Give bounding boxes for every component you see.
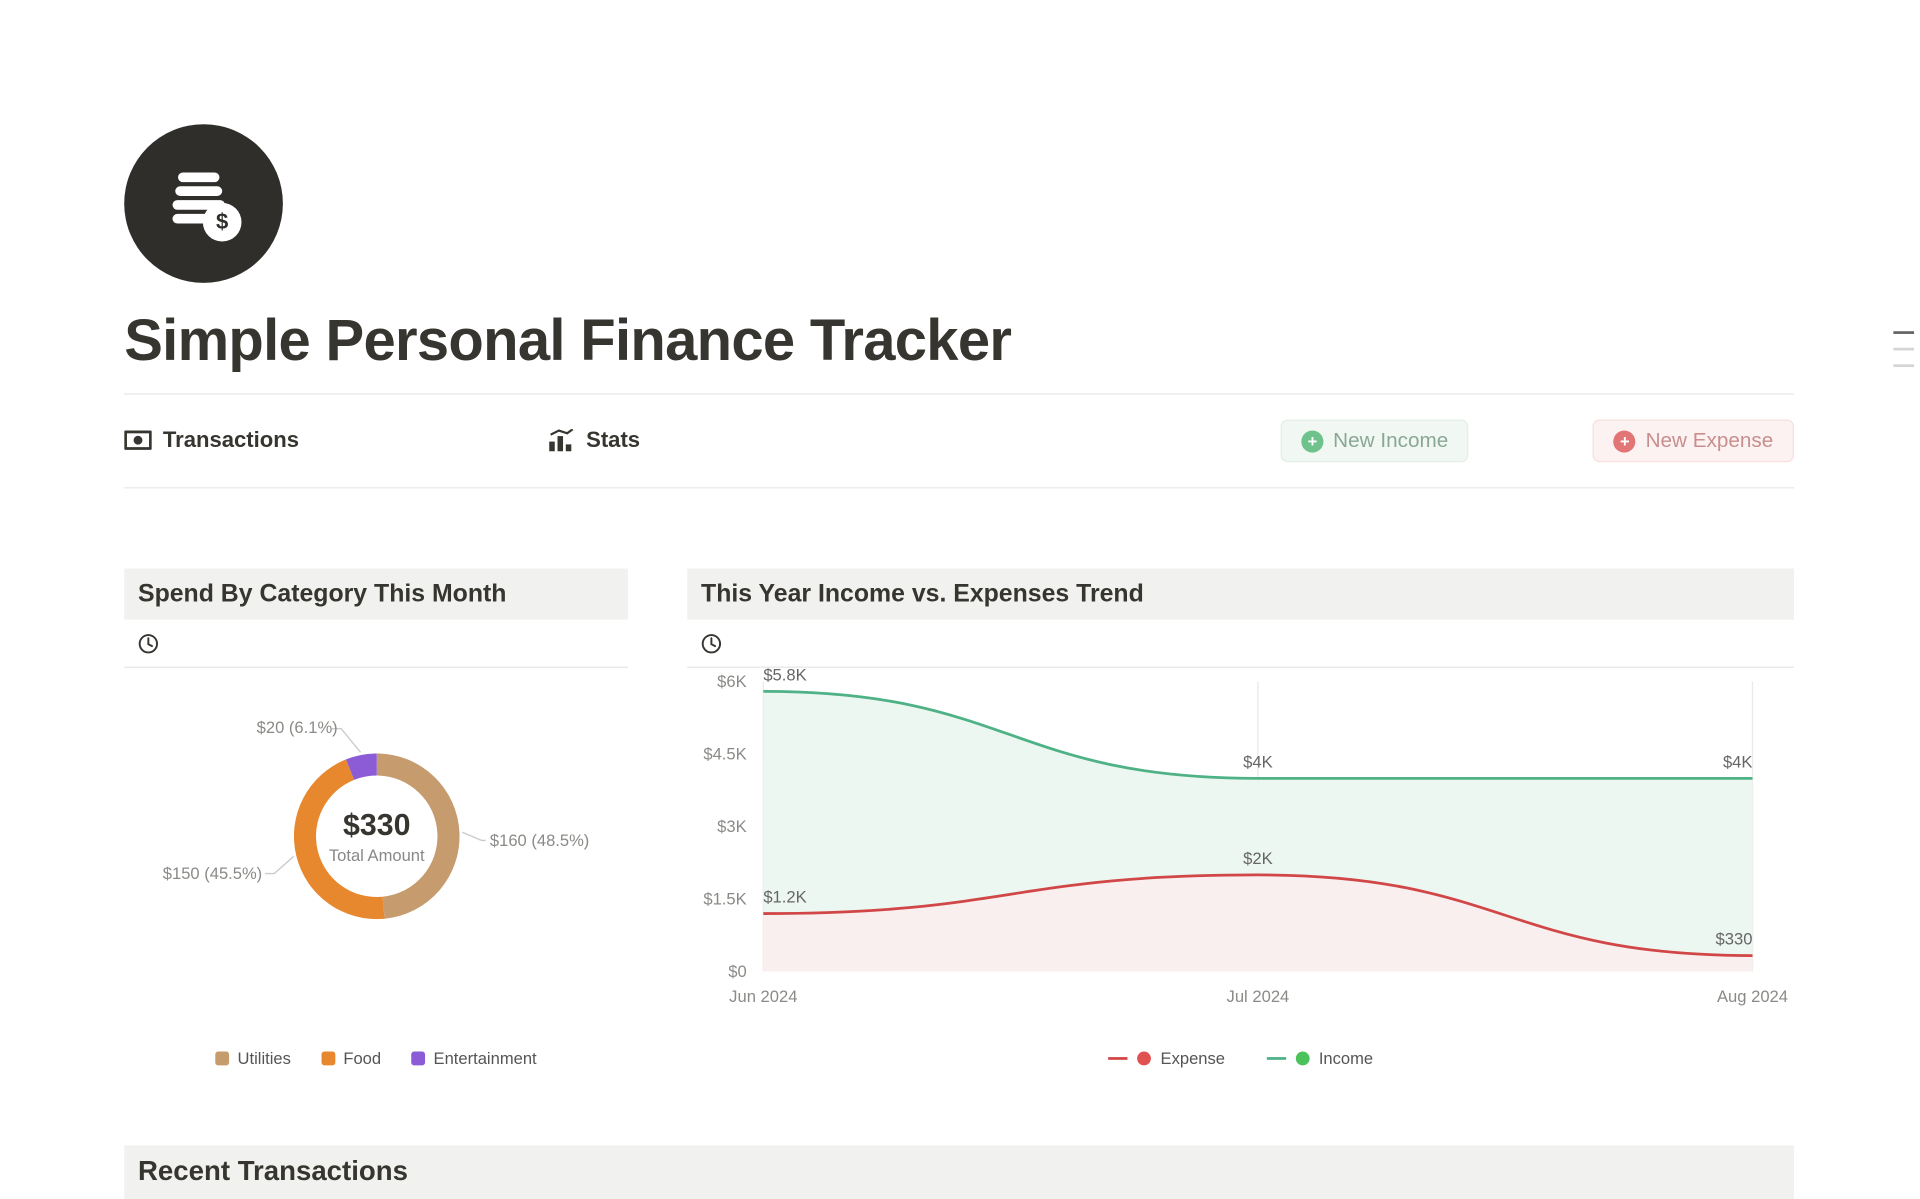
money-icon bbox=[124, 430, 152, 452]
svg-text:$: $ bbox=[215, 208, 227, 233]
svg-text:$0: $0 bbox=[728, 962, 746, 981]
divider bbox=[124, 487, 1794, 488]
donut-total-label: Total Amount bbox=[329, 846, 425, 865]
legend-item: Food bbox=[321, 1049, 381, 1068]
recent-transactions-header: Recent Transactions bbox=[124, 1145, 1794, 1199]
trend-card: This Year Income vs. Expenses Trend $0 $1… bbox=[687, 569, 1794, 1077]
svg-text:$4K: $4K bbox=[1243, 752, 1273, 771]
new-expense-label: New Expense bbox=[1646, 429, 1774, 452]
slice-label-utilities: $160 (48.5%) bbox=[490, 831, 589, 850]
nav-transactions-label: Transactions bbox=[163, 428, 299, 453]
svg-text:$1.2K: $1.2K bbox=[763, 888, 806, 907]
plus-icon: + bbox=[1614, 430, 1636, 452]
svg-text:Aug 2024: Aug 2024 bbox=[1717, 987, 1788, 1006]
plus-icon: + bbox=[1301, 430, 1323, 452]
trend-line-chart: $0 $1.5K $3K $4.5K $6K Jun 2024 Jul 2024 Aug 20… bbox=[687, 668, 1794, 1013]
clock-icon bbox=[138, 633, 159, 654]
nav-transactions[interactable]: Transactions bbox=[124, 428, 299, 453]
slice-label-food: $150 (45.5%) bbox=[163, 864, 262, 883]
svg-text:$4.5K: $4.5K bbox=[703, 745, 746, 764]
app-logo: $ bbox=[124, 124, 283, 283]
svg-text:$330: $330 bbox=[1716, 930, 1753, 949]
new-income-button[interactable]: + New Income bbox=[1281, 420, 1469, 463]
svg-text:$1.5K: $1.5K bbox=[703, 890, 746, 909]
legend-item: Utilities bbox=[215, 1049, 290, 1068]
trend-card-title: This Year Income vs. Expenses Trend bbox=[687, 569, 1794, 620]
svg-text:Jun 2024: Jun 2024 bbox=[729, 987, 797, 1006]
spend-card: Spend By Category This Month $330 Total … bbox=[124, 569, 628, 1077]
legend-item: Entertainment bbox=[411, 1049, 536, 1068]
svg-text:$5.8K: $5.8K bbox=[763, 668, 806, 684]
spend-legend: Utilities Food Entertainment bbox=[124, 1041, 628, 1071]
donut-center: $330 Total Amount bbox=[294, 753, 460, 919]
nav-stats[interactable]: Stats bbox=[547, 428, 640, 453]
svg-text:Jul 2024: Jul 2024 bbox=[1227, 987, 1290, 1006]
clock-icon bbox=[701, 633, 722, 654]
stats-icon bbox=[547, 428, 575, 453]
toolbar: Transactions Stats + New Income + New Ex… bbox=[124, 395, 1794, 487]
coins-icon: $ bbox=[158, 158, 249, 249]
spend-card-title: Spend By Category This Month bbox=[124, 569, 628, 620]
slice-label-entertainment: $20 (6.1%) bbox=[257, 718, 338, 737]
scroll-minimap[interactable] bbox=[1893, 331, 1914, 367]
nav-stats-label: Stats bbox=[586, 428, 640, 453]
legend-item: Income bbox=[1266, 1049, 1373, 1068]
trend-legend: Expense Income bbox=[687, 1041, 1794, 1077]
svg-text:$4K: $4K bbox=[1723, 752, 1753, 771]
new-expense-button[interactable]: + New Expense bbox=[1593, 420, 1794, 463]
svg-text:$3K: $3K bbox=[717, 817, 747, 836]
svg-text:$2K: $2K bbox=[1243, 849, 1273, 868]
page-title: Simple Personal Finance Tracker bbox=[124, 308, 1794, 374]
donut-total: $330 bbox=[343, 807, 411, 843]
legend-item: Expense bbox=[1108, 1049, 1225, 1068]
new-income-label: New Income bbox=[1333, 429, 1448, 452]
svg-text:$6K: $6K bbox=[717, 672, 747, 691]
